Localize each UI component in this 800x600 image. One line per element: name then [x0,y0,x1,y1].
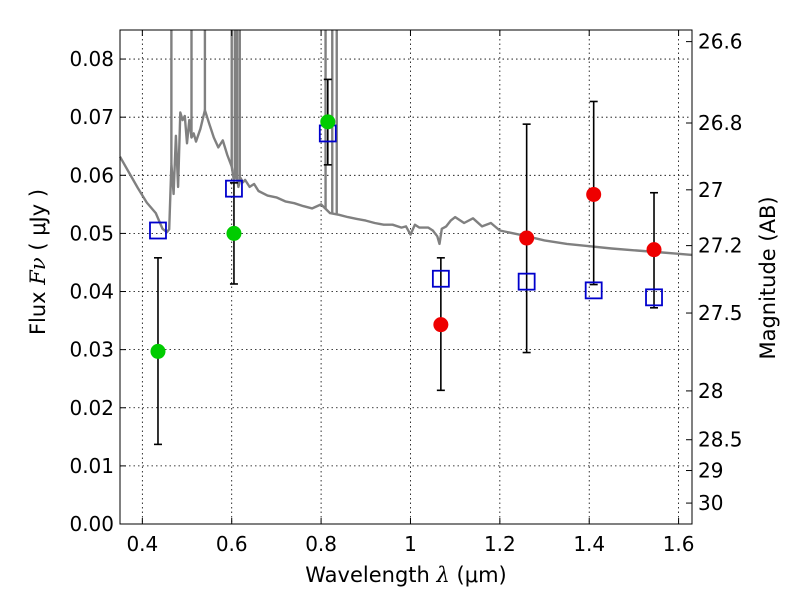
model-photometry-square [225,179,243,198]
flux-point [150,343,166,359]
y2-tick-label: 30 [698,491,723,515]
y2-axis-label: Magnitude (AB) [756,196,780,359]
flux-point [586,186,602,202]
y2-tick-label: 28.5 [698,428,743,452]
x-tick-label: 1 [404,532,417,556]
model-photometry-square [645,288,663,307]
x-axis-label: Wavelength λ (μm) [305,563,506,587]
x-ticks: 0.4 0.6 0.8 1 1.2 1.4 1.6 [126,30,695,556]
error-bars [153,78,659,446]
flux-point [519,230,535,246]
y-tick-label: 0.00 [69,512,114,536]
y-tick-label: 0.05 [69,221,114,245]
y2-ticks: 26.6 26.8 27 27.2 27.5 28 28.5 29 30 [686,30,743,515]
y-tick-label: 0.06 [69,163,114,187]
model-photometry-square [584,281,603,300]
y-tick-label: 0.04 [69,280,114,304]
y2-tick-label: 27.5 [698,301,743,325]
spectrum-line [118,109,693,257]
y2-tick-label: 28 [698,379,723,403]
y-tick-label: 0.03 [69,338,114,362]
model-spectrum [118,30,693,257]
y-axis-label: Flux Fν ( μJy ) [26,189,50,335]
data-points [149,114,663,359]
flux-point [320,114,336,130]
x-tick-label: 1.2 [484,532,516,556]
y-tick-label: 0.07 [69,105,114,129]
model-photometry-square [149,221,167,240]
y-tick-label: 0.08 [69,47,114,71]
y-tick-label: 0.02 [69,396,114,420]
y2-tick-label: 29 [698,459,723,483]
y2-tick-label: 27 [698,178,723,202]
y2-tick-label: 27.2 [698,234,743,258]
model-photometry-square [517,272,536,291]
y2-tick-label: 26.8 [698,111,743,135]
flux-point [646,242,662,258]
y-tick-label: 0.01 [69,454,114,478]
x-tick-label: 0.4 [126,532,158,556]
x-tick-label: 0.6 [216,532,248,556]
y2-tick-label: 26.6 [698,30,743,54]
flux-point [433,317,449,333]
y-ticks: 0.00 0.01 0.02 0.03 0.04 0.05 0.06 0.07 0.08 [69,47,126,536]
x-tick-label: 1.4 [573,532,605,556]
x-tick-label: 1.6 [663,532,695,556]
model-photometry-square [431,269,450,288]
flux-point [226,225,242,241]
plot-frame [119,29,693,525]
x-tick-label: 0.8 [305,532,337,556]
